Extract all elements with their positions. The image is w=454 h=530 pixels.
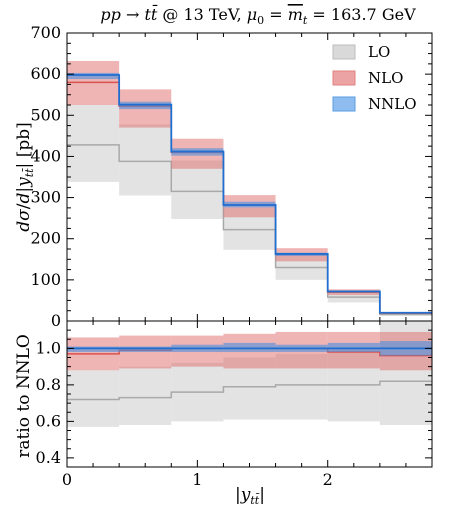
- legend-item-nnlo: NNLO: [332, 95, 417, 113]
- ratio-y-tick-label: 0.4: [36, 448, 61, 467]
- legend-label: NLO: [368, 69, 403, 87]
- ratio-panel: 0.4 0.6 0.8 1.0 0 1 2: [36, 320, 433, 489]
- main-band-lo: [119, 124, 172, 196]
- ratio-band-nnlo: [327, 342, 380, 353]
- legend-item-nlo: NLO: [332, 69, 403, 87]
- legend-label: LO: [368, 43, 390, 61]
- x-axis-label: |ytt̄|: [235, 485, 265, 507]
- legend-label: NNLO: [368, 95, 417, 113]
- chart-title: pp → tt̄ @ 13 TeV, μ0 = mt = 163.7 GeV: [100, 3, 416, 27]
- main-y-tick-label: 100: [30, 270, 61, 289]
- ratio-series-nnlo: [67, 341, 432, 356]
- y-axis-label-main: dσ/d|ytt̄| [pb]: [14, 122, 36, 231]
- main-band-lo: [67, 105, 120, 182]
- legend-swatch: [332, 70, 356, 86]
- main-y-tick-label: 500: [30, 105, 61, 124]
- main-line-nnlo: [67, 74, 432, 314]
- main-band-lo: [171, 160, 224, 219]
- ratio-band-nlo: [119, 335, 172, 369]
- legend-swatch: [332, 96, 356, 112]
- main-plot-area: [67, 60, 432, 317]
- x-tick-label: 0: [62, 470, 72, 489]
- main-panel: 0 100 200 300 400 500 600 700: [30, 23, 433, 330]
- x-tick-label: 2: [323, 470, 333, 489]
- ratio-band-lo: [67, 370, 120, 427]
- svg-text:|ytt̄|: |ytt̄|: [235, 485, 265, 507]
- ratio-y-tick-label: 0.6: [36, 411, 61, 430]
- main-y-tick-label: 200: [30, 229, 61, 248]
- main-y-tick-label: 300: [30, 188, 61, 207]
- svg-text:pp → tt̄ @ 13 TeV, μ0 = mt = 1: pp → tt̄ @ 13 TeV, μ0 = mt = 163.7 GeV: [100, 3, 416, 27]
- main-y-tick-label: 400: [30, 146, 61, 165]
- legend-item-lo: LO: [332, 43, 390, 61]
- legend-swatch: [332, 44, 356, 60]
- ratio-band-nnlo: [67, 346, 120, 353]
- ratio-y-tick-label: 1.0: [36, 338, 61, 357]
- ratio-plot-area: [67, 321, 432, 427]
- main-y-tick-label: 0: [51, 311, 61, 330]
- ratio-line-lo: [67, 380, 432, 401]
- svg-text:dσ/d|ytt̄| [pb]: dσ/d|ytt̄| [pb]: [14, 122, 36, 231]
- svg-text:ratio to NNLO: ratio to NNLO: [14, 334, 34, 458]
- ratio-y-tick-label: 0.8: [36, 375, 61, 394]
- ratio-band-nnlo: [119, 346, 172, 353]
- main-line-lo: [67, 144, 432, 316]
- y-axis-label-ratio: ratio to NNLO: [14, 334, 34, 458]
- ratio-band-lo: [119, 366, 172, 426]
- main-series-nnlo: [67, 72, 432, 314]
- main-band-nnlo: [67, 72, 120, 80]
- main-y-tick-label: 700: [30, 23, 61, 42]
- legend: LO NLO NNLO: [332, 43, 417, 113]
- main-y-tick-label: 600: [30, 64, 61, 83]
- x-tick-label: 1: [192, 470, 202, 489]
- ratio-band-nnlo: [223, 342, 276, 353]
